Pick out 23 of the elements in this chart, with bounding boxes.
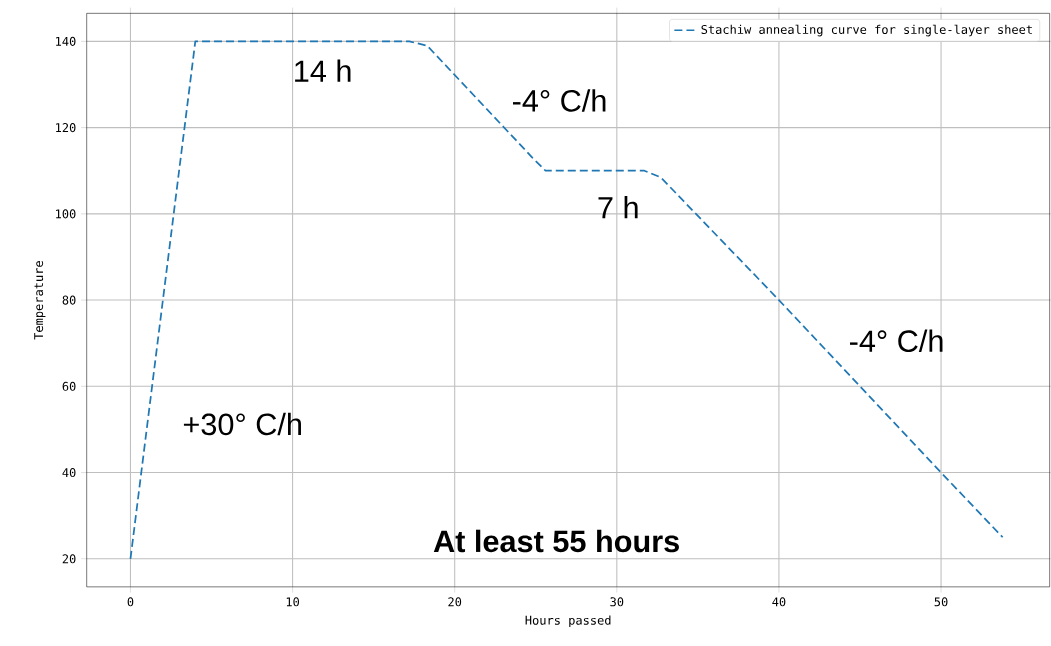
y-tick-label: 20 bbox=[62, 554, 76, 564]
legend-label: Stachiw annealing curve for single-layer sheet bbox=[701, 24, 1032, 37]
line-series bbox=[129, 40, 1004, 560]
x-tick-label: 20 bbox=[448, 597, 462, 607]
x-tick-label: 30 bbox=[610, 597, 624, 607]
y-tick-label: 120 bbox=[56, 123, 76, 133]
x-tick-label: 40 bbox=[772, 597, 786, 607]
y-tick-label: 100 bbox=[56, 209, 76, 219]
annotation: 14 h bbox=[295, 59, 351, 83]
annotation: 7 h bbox=[598, 196, 638, 219]
annotation: +30° C/h bbox=[183, 412, 301, 436]
x-tick-label: 10 bbox=[286, 597, 300, 607]
x-tick-label: 0 bbox=[127, 597, 134, 607]
y-tick-label: 80 bbox=[62, 295, 76, 305]
annotation: -4° C/h bbox=[850, 329, 943, 353]
annotation: -4° C/h bbox=[512, 89, 606, 112]
y-tick-label: 140 bbox=[56, 37, 76, 47]
x-axis-title: Hours passed bbox=[525, 615, 611, 628]
y-tick-label: 40 bbox=[62, 468, 76, 478]
annotation: At least 55 hours bbox=[433, 529, 679, 553]
y-tick-label: 60 bbox=[62, 382, 76, 392]
x-tick-label: 50 bbox=[934, 597, 948, 607]
y-axis-title: Temperature bbox=[34, 261, 46, 340]
